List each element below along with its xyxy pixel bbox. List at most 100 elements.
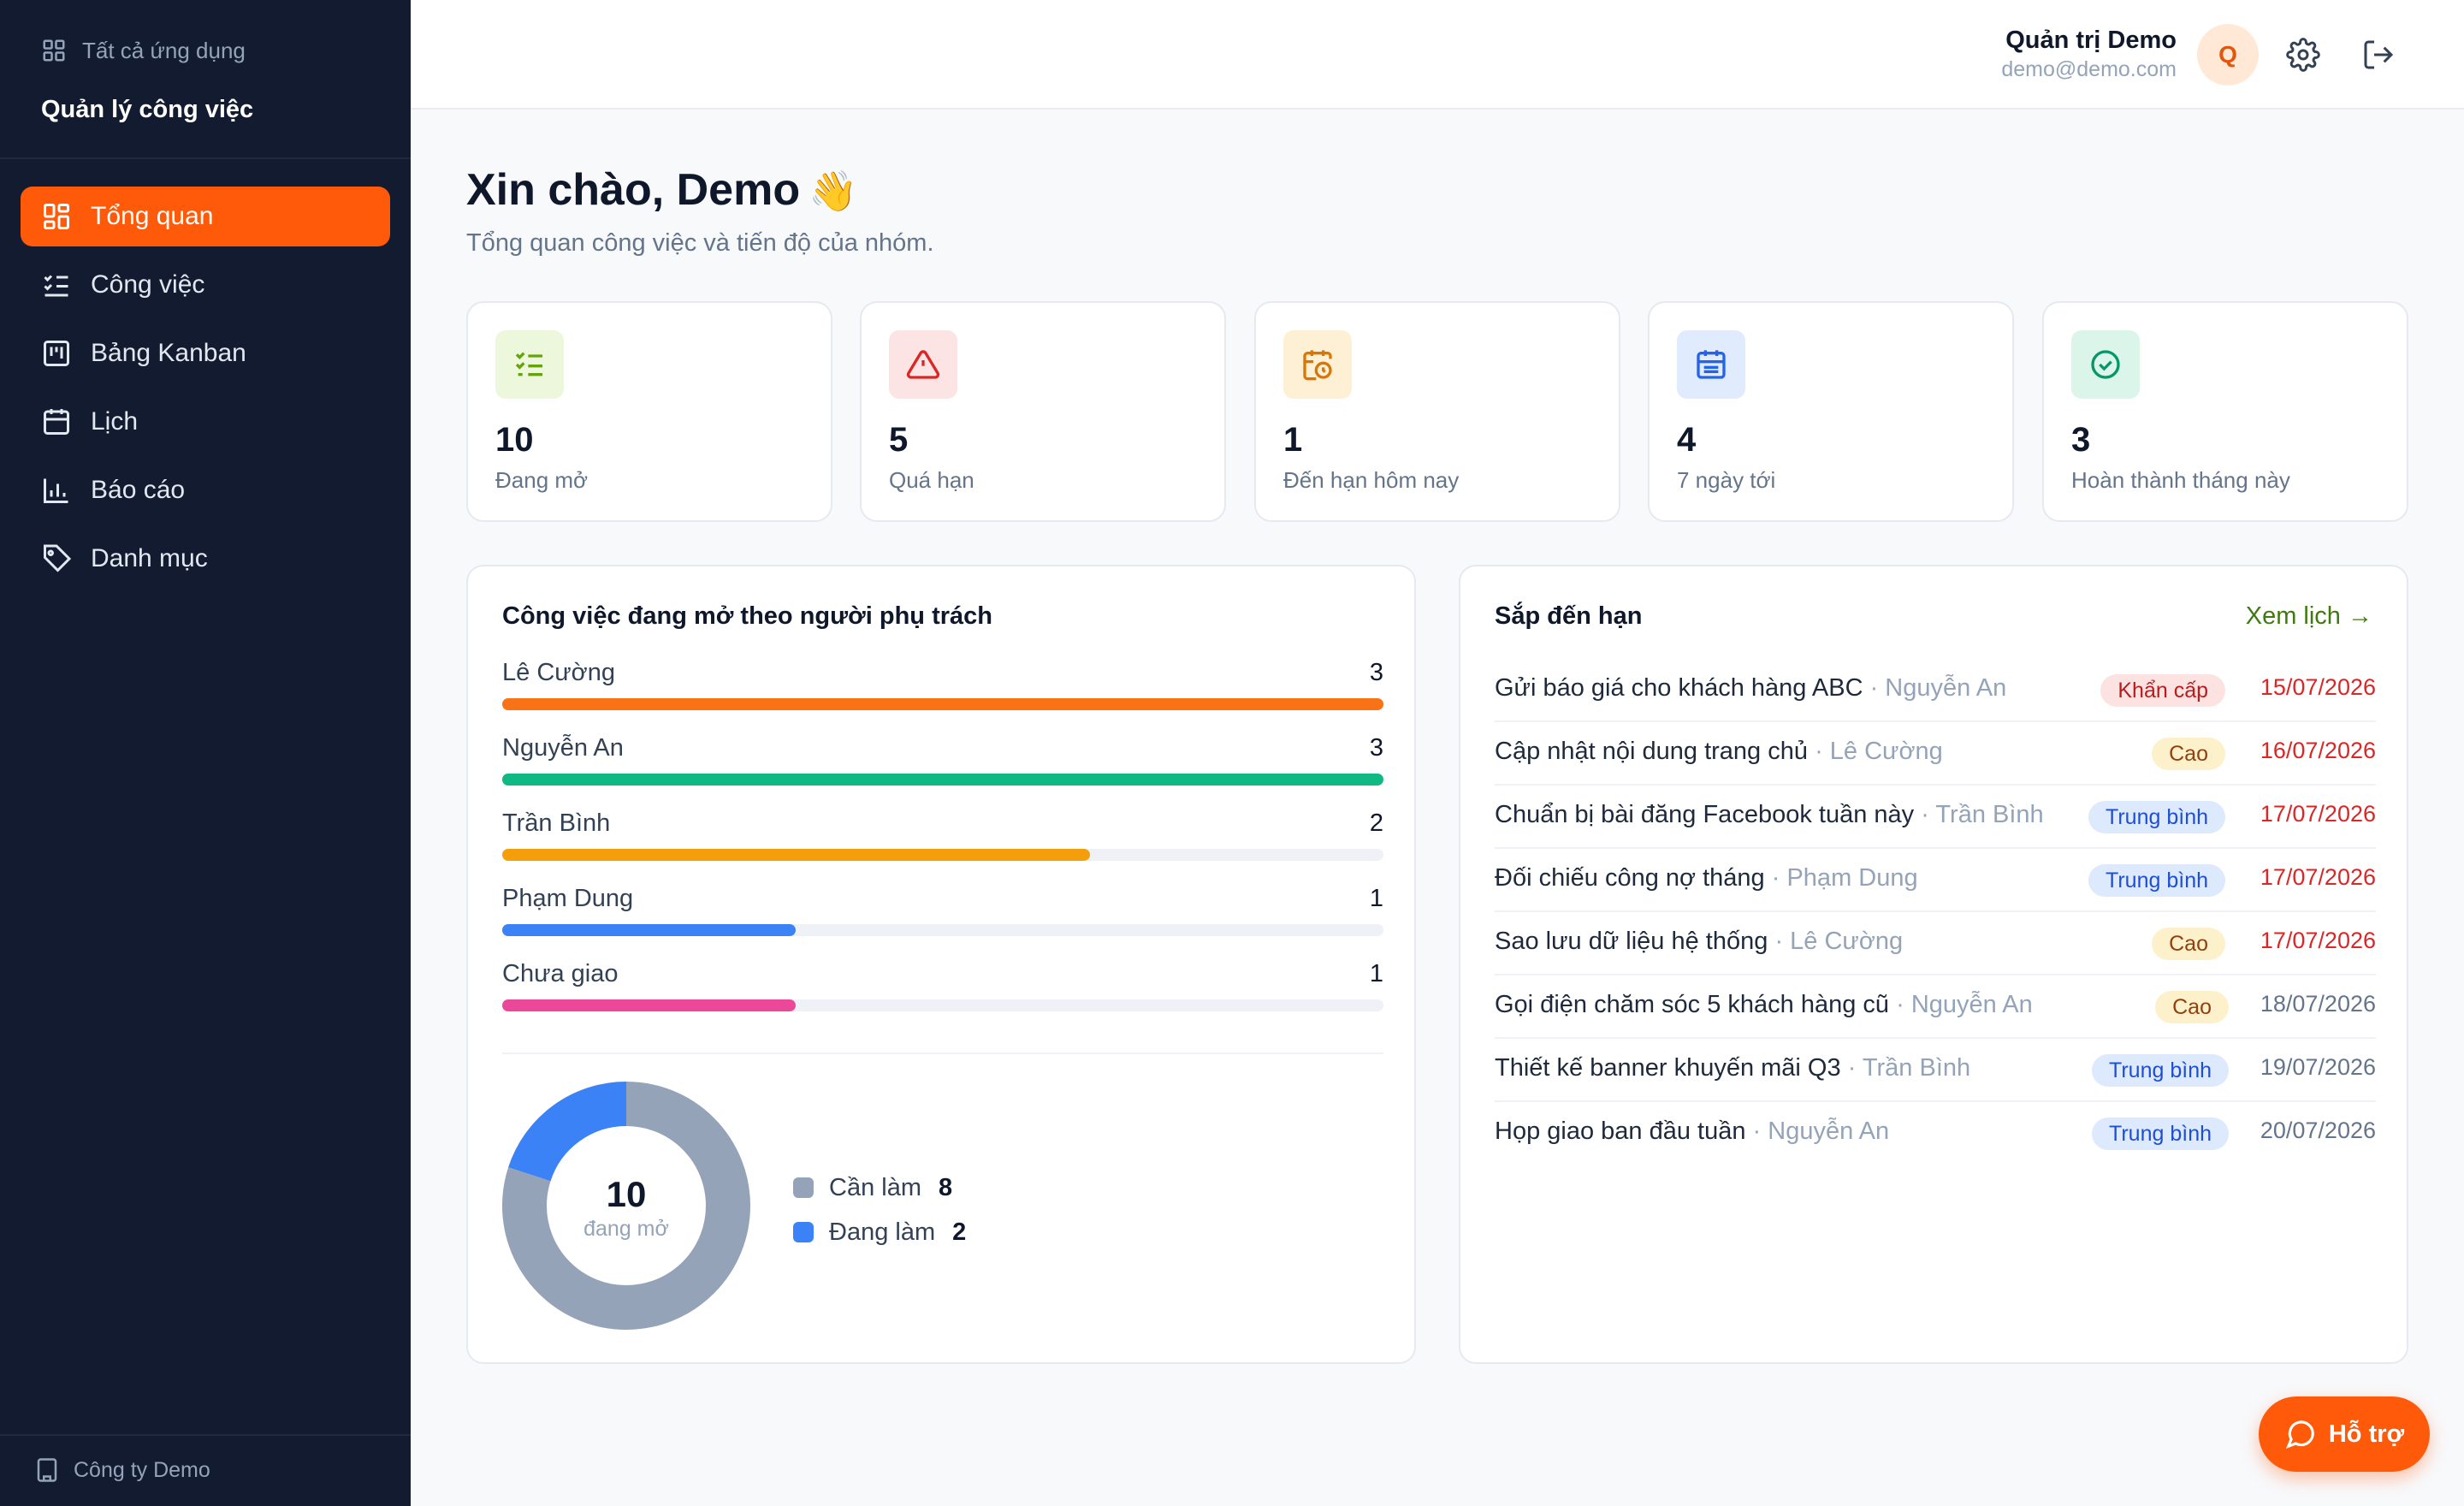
stat-card-open[interactable]: 10 Đang mở: [466, 301, 832, 522]
gear-icon[interactable]: [2286, 38, 2320, 72]
panel-title: Sắp đến hạn: [1495, 602, 1643, 630]
stat-card-due-today[interactable]: 1 Đến hạn hôm nay: [1254, 301, 1620, 522]
task-owner: · Nguyễn An: [1896, 991, 2033, 1018]
task-owner: · Phạm Dung: [1771, 864, 1918, 892]
company-switcher[interactable]: Công ty Demo: [34, 1455, 210, 1485]
page-title: Xin chào, Demo 👋: [466, 164, 857, 216]
task-owner: · Lê Cường: [1774, 928, 1904, 955]
stat-value: 5: [889, 421, 909, 459]
upcoming-task-row[interactable]: Chuẩn bị bài đăng Facebook tuần này · Tr…: [1495, 786, 2376, 849]
greeting-text: Xin chào, Demo: [466, 165, 801, 215]
task-title: Sao lưu dữ liệu hệ thống · Lê Cường: [1495, 928, 1903, 956]
support-button[interactable]: Hỗ trợ: [2259, 1396, 2430, 1472]
calendar-week-icon: [1697, 350, 1726, 379]
legend-swatch: [793, 1177, 814, 1198]
sidebar-item-label: Danh mục: [91, 544, 208, 572]
sidebar-item-categories[interactable]: Danh mục: [21, 529, 390, 589]
sidebar-item-overview[interactable]: Tổng quan: [21, 187, 390, 246]
sidebar-nav: Tổng quan Công việc Bảng Kanban Lịch Báo…: [21, 187, 390, 597]
task-title: Chuẩn bị bài đăng Facebook tuần này · Tr…: [1495, 801, 2044, 829]
assignee-row: Phạm Dung 1: [502, 885, 1383, 960]
stat-value: 4: [1677, 421, 1697, 459]
stat-label: Đang mở: [495, 467, 589, 493]
task-name: Sao lưu dữ liệu hệ thống: [1495, 928, 1768, 955]
upcoming-task-row[interactable]: Sao lưu dữ liệu hệ thống · Lê Cường Cao 17…: [1495, 912, 2376, 975]
due-date: 17/07/2026: [2260, 801, 2376, 827]
priority-badge: Trung bình: [2092, 1118, 2229, 1150]
sidebar: Tất cả ứng dụng Quản lý công việc Tổng q…: [0, 0, 411, 1506]
avatar[interactable]: Q: [2197, 24, 2259, 86]
priority-badge: Trung bình: [2092, 1054, 2229, 1087]
list-check-icon: [515, 352, 542, 376]
stat-icon-bg: [1677, 330, 1745, 399]
checklist-icon: [44, 275, 68, 297]
task-name: Họp giao ban đầu tuần: [1495, 1118, 1746, 1145]
due-date: 17/07/2026: [2260, 864, 2376, 890]
stat-icon-bg: [889, 330, 957, 399]
sidebar-item-calendar[interactable]: Lịch: [21, 392, 390, 452]
apps-grid-icon: [43, 39, 65, 62]
progress-fill: [502, 698, 1383, 710]
calendar-clock-icon: [1303, 350, 1332, 381]
sidebar-item-tasks[interactable]: Công việc: [21, 255, 390, 315]
logout-icon[interactable]: [2361, 38, 2396, 72]
wave-emoji: 👋: [808, 169, 858, 213]
sidebar-item-kanban[interactable]: Bảng Kanban: [21, 323, 390, 383]
user-name: Quản trị Demo: [2005, 27, 2177, 54]
donut-legend: Cần làm 8 Đang làm 2: [793, 1165, 966, 1254]
tag-icon: [44, 544, 72, 572]
due-date: 20/07/2026: [2260, 1118, 2376, 1143]
upcoming-task-row[interactable]: Gọi điện chăm sóc 5 khách hàng cũ · Nguy…: [1495, 975, 2376, 1039]
task-name: Chuẩn bị bài đăng Facebook tuần này: [1495, 801, 1915, 828]
task-title: Đối chiếu công nợ tháng · Phạm Dung: [1495, 864, 1918, 892]
progress-fill: [502, 774, 1383, 786]
upcoming-task-row[interactable]: Gửi báo giá cho khách hàng ABC · Nguyễn …: [1495, 659, 2376, 722]
stat-icon-bg: [495, 330, 564, 399]
user-info: Quản trị Demo demo@demo.com: [2001, 24, 2177, 82]
page-subtitle: Tổng quan công việc và tiến độ của nhóm.: [466, 229, 934, 257]
task-title: Cập nhật nội dung trang chủ · Lê Cường: [1495, 738, 1943, 766]
assignee-row: Chưa giao 1: [502, 960, 1383, 1035]
due-date: 15/07/2026: [2260, 674, 2376, 700]
task-title: Gửi báo giá cho khách hàng ABC · Nguyễn …: [1495, 674, 2006, 703]
assignee-count: 3: [1369, 659, 1383, 686]
upcoming-task-row[interactable]: Họp giao ban đầu tuần · Nguyễn An Trung b…: [1495, 1102, 2376, 1165]
stat-card-next-7-days[interactable]: 4 7 ngày tới: [1648, 301, 2014, 522]
assignee-name: Lê Cường: [502, 659, 615, 686]
stat-value: 1: [1283, 421, 1303, 459]
task-owner: · Nguyễn An: [1869, 674, 2007, 702]
task-name: Đối chiếu công nợ tháng: [1495, 864, 1765, 892]
due-date: 17/07/2026: [2260, 928, 2376, 953]
assignee-row: Nguyễn An 3: [502, 734, 1383, 809]
progress-track: [502, 999, 1383, 1011]
assignee-count: 1: [1369, 960, 1383, 987]
upcoming-task-row[interactable]: Đối chiếu công nợ tháng · Phạm Dung Trung…: [1495, 849, 2376, 912]
stat-label: Hoàn thành tháng này: [2071, 467, 2290, 493]
upcoming-task-row[interactable]: Cập nhật nội dung trang chủ · Lê Cường Ca…: [1495, 722, 2376, 786]
progress-fill: [502, 999, 797, 1011]
warning-icon: [906, 350, 940, 379]
sidebar-item-label: Bảng Kanban: [91, 339, 246, 367]
user-email: demo@demo.com: [2001, 57, 2177, 81]
assignee-name: Trần Bình: [502, 809, 611, 837]
company-name: Công ty Demo: [74, 1457, 210, 1482]
legend-label: Đang làm: [829, 1218, 936, 1246]
sidebar-item-reports[interactable]: Báo cáo: [21, 460, 390, 520]
stat-card-overdue[interactable]: 5 Quá hạn: [860, 301, 1226, 522]
assignee-count: 3: [1369, 734, 1383, 762]
legend-swatch: [793, 1222, 814, 1242]
kanban-icon: [44, 341, 69, 366]
sidebar-divider: [0, 157, 411, 159]
sidebar-footer-divider: [0, 1434, 411, 1436]
upcoming-task-row[interactable]: Thiết kế banner khuyến mãi Q3 · Trần Bìn…: [1495, 1039, 2376, 1102]
view-calendar-link[interactable]: Xem lịch →: [2245, 602, 2372, 630]
progress-track: [502, 849, 1383, 861]
donut-caption: đang mở: [583, 1217, 669, 1241]
stat-card-completed-month[interactable]: 3 Hoàn thành tháng này: [2042, 301, 2408, 522]
donut-segment: [502, 1082, 750, 1330]
legend-item: Cần làm 8: [793, 1165, 966, 1210]
due-date: 16/07/2026: [2260, 738, 2376, 763]
task-name: Gọi điện chăm sóc 5 khách hàng cũ: [1495, 991, 1890, 1018]
all-apps-link[interactable]: Tất cả ứng dụng: [41, 36, 246, 65]
